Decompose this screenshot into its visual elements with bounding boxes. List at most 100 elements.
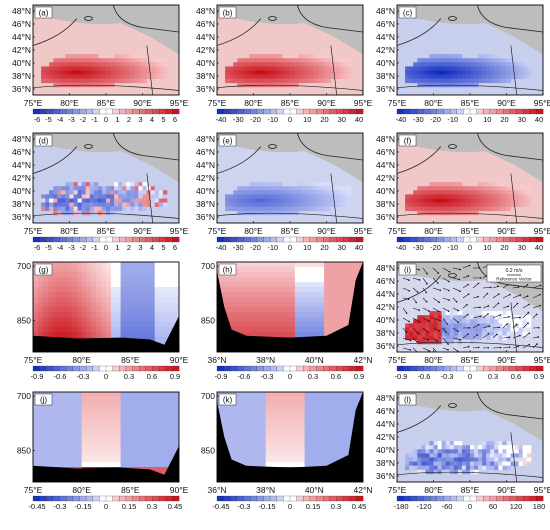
wind-vector-head [425, 300, 428, 303]
field-cell [494, 70, 499, 75]
section-cell [144, 332, 151, 338]
section-cell [260, 317, 267, 323]
field-cell [417, 62, 422, 67]
section-cell [37, 452, 44, 458]
field-cell [514, 323, 520, 328]
field-cell [498, 58, 503, 63]
colorbar-swatch [85, 495, 94, 502]
y-tick-label: 36°N [376, 212, 395, 222]
x-tick-label: 85°E [97, 226, 116, 236]
section-cell [226, 307, 232, 313]
field-cell [449, 445, 455, 450]
field-cell [494, 78, 499, 84]
section-cell [159, 262, 165, 268]
section-cell [125, 327, 131, 333]
section-cell [304, 317, 310, 323]
section-cell [174, 397, 179, 403]
colorbar-label: 1 [115, 243, 119, 252]
section-cell [338, 422, 344, 428]
section-cell [174, 392, 179, 398]
field-cell [498, 319, 503, 324]
field-cell [413, 457, 418, 462]
section-cell [328, 452, 335, 458]
section-cell [251, 442, 257, 448]
section-cell [169, 442, 175, 448]
wind-vector-head [526, 295, 529, 297]
section-cell [333, 307, 340, 313]
wind-vector [422, 347, 430, 352]
colorbar-swatch [456, 108, 464, 115]
section-cell [106, 317, 112, 323]
section-cell [265, 412, 271, 418]
field-cell [498, 461, 503, 466]
section-cell [333, 432, 340, 438]
section-cell [164, 302, 170, 308]
colorbar-label: 40 [535, 243, 543, 252]
field-cell [478, 194, 483, 199]
y-tick-label: 40°N [376, 186, 395, 196]
field-cell [429, 469, 434, 475]
section-cell [42, 322, 48, 328]
section-cell [76, 457, 83, 463]
field-cell [482, 449, 487, 454]
section-cell [149, 442, 156, 448]
colorbar-swatch [112, 236, 120, 243]
colorbar-swatch [496, 365, 504, 372]
field-cell [514, 327, 520, 332]
section-cell [154, 467, 160, 473]
field-cell [465, 194, 471, 199]
section-cell [241, 392, 247, 398]
section-cell [71, 437, 78, 443]
colorbar-label: 10 [483, 243, 491, 252]
field-cell [277, 194, 283, 199]
colorbar-swatch [269, 236, 278, 243]
field-cell [417, 465, 422, 471]
field-cell [118, 62, 123, 67]
field-cell [518, 194, 524, 199]
field-cell [225, 198, 230, 203]
field-cell [429, 194, 434, 199]
field-cell [486, 78, 491, 84]
field-cell [122, 186, 127, 191]
section-cell [125, 427, 131, 433]
section-cell [343, 302, 349, 308]
field-cell [461, 453, 467, 458]
wind-vector [422, 317, 430, 322]
section-cell [86, 437, 92, 443]
section-cell [169, 322, 175, 328]
section-cell [251, 407, 257, 413]
section-cell [314, 332, 320, 338]
field-cell [122, 202, 127, 207]
section-cell [299, 332, 305, 338]
section-cell [338, 412, 344, 418]
section-cell [144, 262, 151, 268]
section-cell [231, 417, 237, 423]
section-cell [290, 422, 296, 428]
section-cell [149, 287, 156, 293]
colorbar-label: 20 [320, 243, 328, 252]
panel-label: (e) [223, 137, 233, 146]
field-cell [490, 66, 495, 71]
field-cell [506, 319, 511, 324]
field-cell [101, 202, 107, 207]
colorbar-label: 2 [127, 243, 131, 252]
section-cell [86, 432, 92, 438]
field-cell [49, 62, 54, 67]
field-cell [101, 74, 107, 79]
y-tick-label: 40°N [376, 58, 395, 68]
section-cell [81, 307, 87, 313]
colorbar-swatch [496, 495, 504, 502]
field-cell [465, 66, 471, 71]
field-cell [101, 198, 107, 203]
section-cell [299, 412, 305, 418]
field-cell [106, 62, 111, 67]
wind-vector [432, 337, 438, 342]
field-cell [97, 74, 103, 79]
section-cell [144, 302, 151, 308]
field-cell [326, 78, 331, 84]
section-cell [174, 267, 179, 273]
section-cell [290, 462, 296, 468]
colorbar-swatch [342, 365, 351, 372]
y-tick-label: 44°N [12, 32, 31, 42]
field-cell [498, 331, 503, 336]
